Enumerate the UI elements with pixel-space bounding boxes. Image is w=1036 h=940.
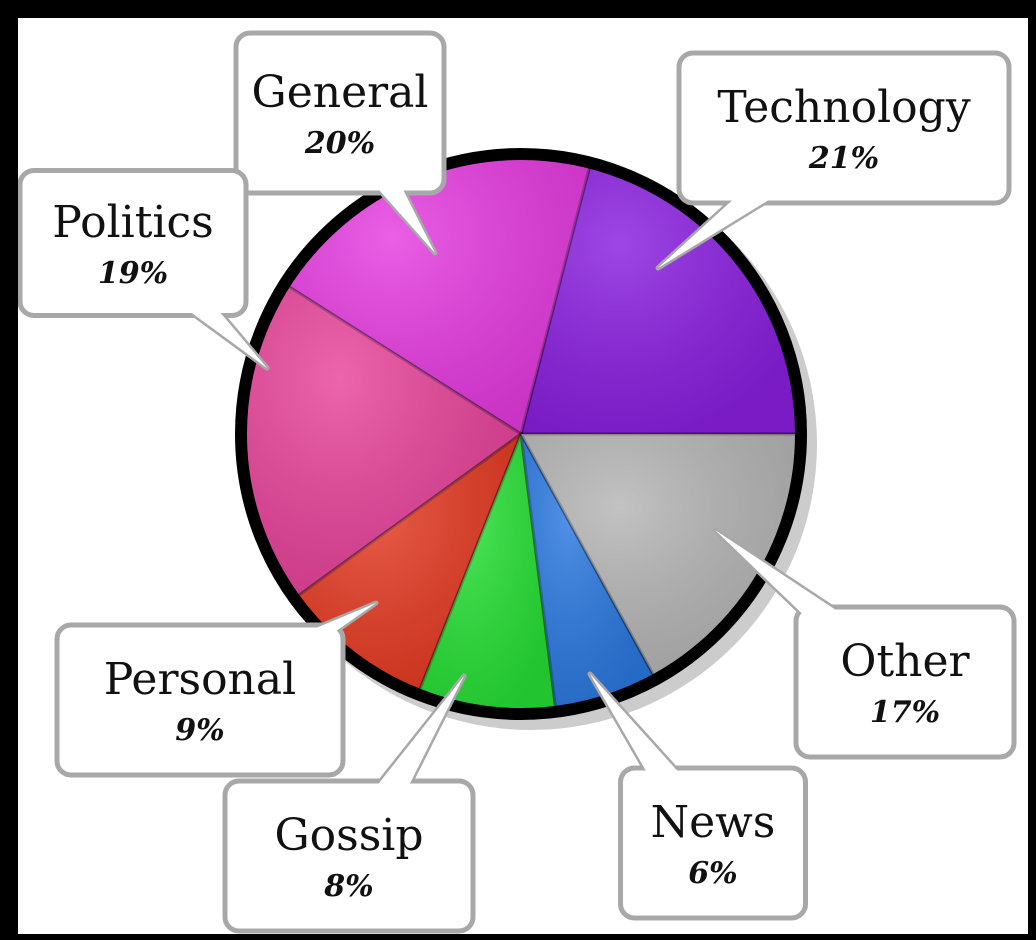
callout-politics: Politics 19% <box>18 168 270 371</box>
callout-box-inner-news <box>623 771 803 915</box>
slice-label-general: General <box>252 67 429 118</box>
callout-box-inner-personal <box>60 628 340 772</box>
callout-box-inner-politics <box>23 173 243 313</box>
callout-general: General 20% <box>233 30 447 256</box>
callout-personal: Personal 9% <box>54 600 379 778</box>
callout-box-inner-general <box>239 36 441 190</box>
slice-label-politics: Politics <box>52 197 213 248</box>
callout-news: News 6% <box>587 671 808 921</box>
slice-value-politics: 19% <box>98 256 168 291</box>
slice-value-other: 17% <box>870 695 940 730</box>
callout-gossip: Gossip 8% <box>222 673 476 934</box>
chart-canvas: Technology 21% General 20% Politics 19% Person… <box>18 18 1028 934</box>
slice-label-personal: Personal <box>104 654 296 705</box>
slice-label-news: News <box>651 797 776 848</box>
callout-other: Other 17% <box>712 527 1017 760</box>
slice-label-other: Other <box>840 636 970 687</box>
callout-box-inner-gossip <box>228 784 470 928</box>
slice-value-general: 20% <box>304 126 375 161</box>
callout-box-inner-technology <box>682 56 1006 200</box>
pie-chart: Technology 21% General 20% Politics 19% Person… <box>18 30 1017 934</box>
slice-value-gossip: 8% <box>323 869 373 904</box>
slice-label-gossip: Gossip <box>274 810 423 861</box>
callout-box-inner-other <box>799 610 1011 754</box>
pie-outline <box>235 148 807 720</box>
slice-value-technology: 21% <box>808 141 879 176</box>
callout-technology: Technology 21% <box>655 50 1012 271</box>
slice-label-technology: Technology <box>717 82 971 133</box>
slice-value-personal: 9% <box>175 713 224 748</box>
slice-value-news: 6% <box>688 856 737 891</box>
